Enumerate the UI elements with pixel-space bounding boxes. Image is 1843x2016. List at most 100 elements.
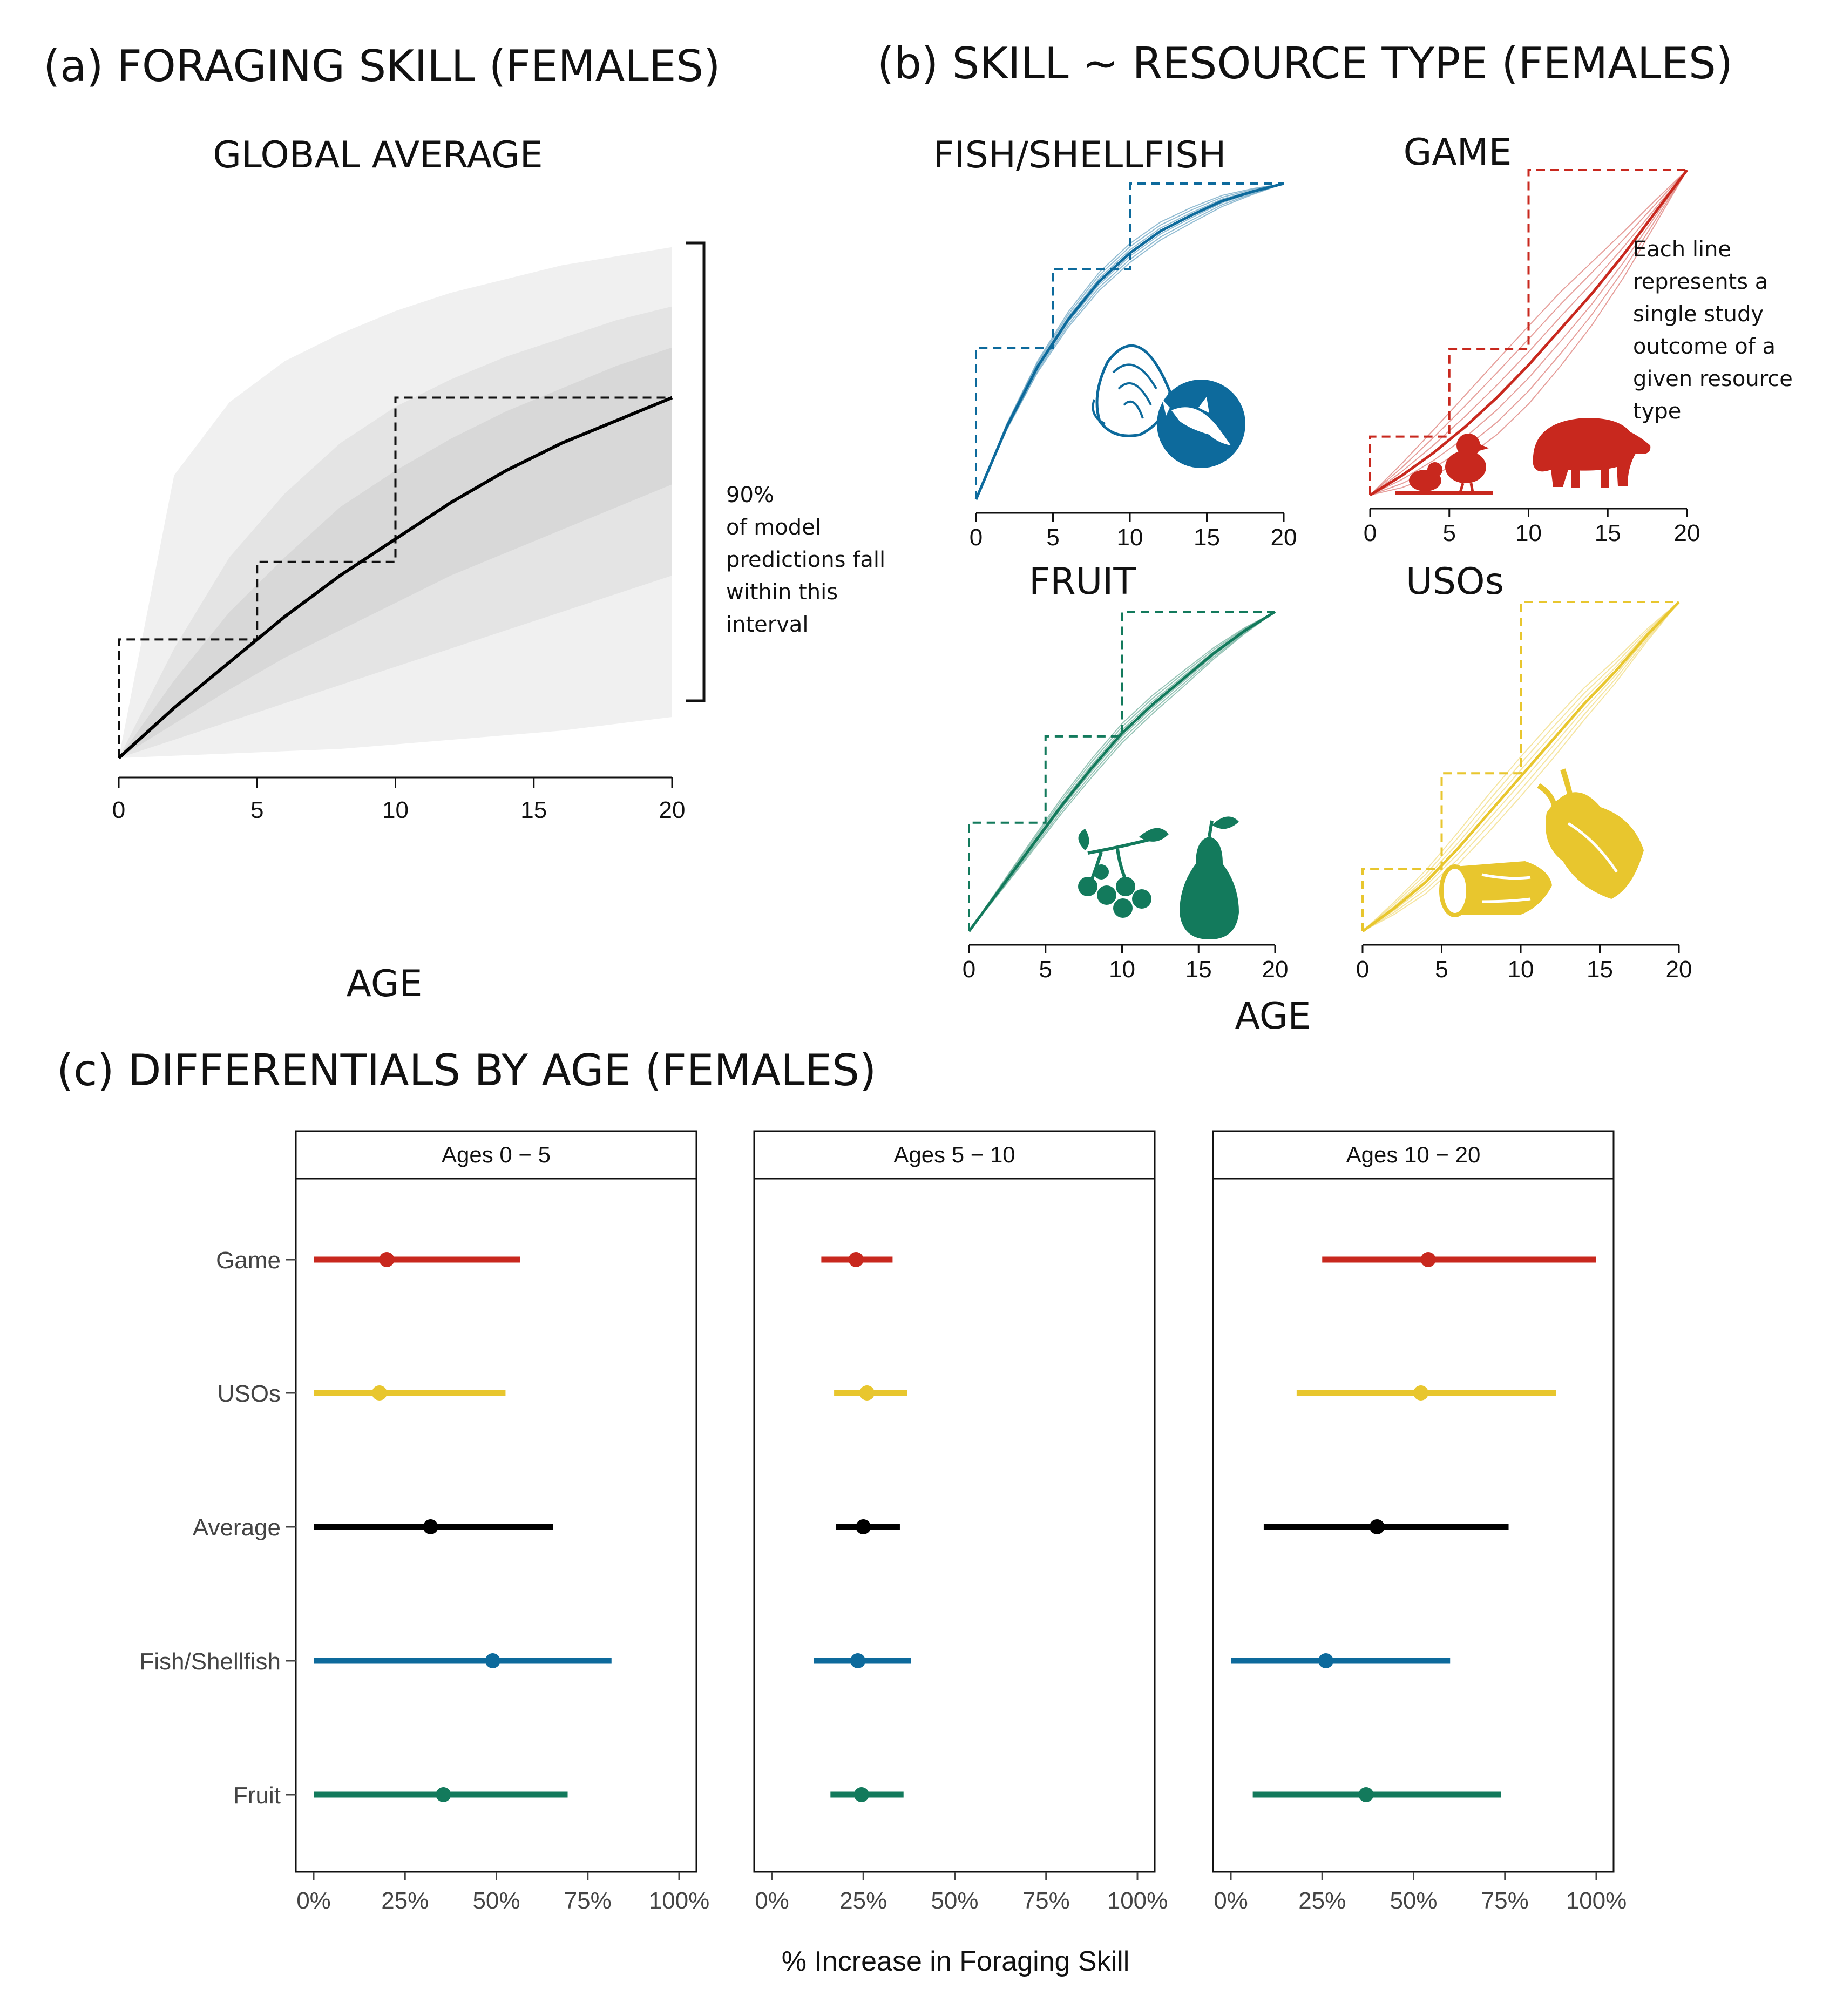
interval-note-line: interval	[726, 612, 809, 637]
panel-b-heading: (b) SKILL ~ RESOURCE TYPE (FEMALES)	[877, 38, 1733, 89]
x-tick-label: 0	[970, 524, 983, 551]
x-tick-label: 10	[382, 797, 409, 823]
subplot-b-fruit: 0 5 10 15 20	[963, 610, 1289, 983]
x-tick-label: 10	[1515, 520, 1542, 546]
category-label: Fruit	[233, 1782, 281, 1809]
berries-icon	[1078, 828, 1169, 918]
x-tick-label: 20	[1262, 956, 1289, 983]
x-tick-label: 0	[112, 797, 125, 823]
interval-note-line: within this	[726, 580, 838, 605]
x-tick-label: 5	[1039, 956, 1052, 983]
estimate-point-fishshellfish	[850, 1653, 866, 1668]
study-outcome-line	[968, 611, 1276, 932]
study-outcome-line	[1362, 601, 1679, 932]
x-tick-label: 25%	[381, 1888, 429, 1914]
panel-b-xlabel: AGE	[1235, 995, 1311, 1038]
x-tick-label: 15	[1194, 524, 1220, 551]
x-tick-label: 0	[1364, 520, 1377, 546]
estimate-point-fishshellfish	[485, 1653, 500, 1668]
x-tick-label: 100%	[649, 1888, 710, 1914]
x-tick-label: 0%	[755, 1888, 789, 1914]
facet-2: Ages 5 − 10 0% 25% 50% 75% 100%	[753, 1130, 1168, 1914]
x-tick-label: 75%	[1022, 1888, 1070, 1914]
estimate-point-average	[423, 1519, 438, 1534]
panel-a-xlabel: AGE	[347, 963, 423, 1005]
facet-panel-border	[753, 1178, 1156, 1873]
study-outcome-line	[1362, 601, 1679, 932]
x-tick-label: 5	[1435, 956, 1448, 983]
x-tick-label: 50%	[472, 1888, 520, 1914]
interval-note: 90% of model predictions fall within thi…	[726, 483, 892, 637]
x-tick-label: 25%	[1298, 1888, 1346, 1914]
study-lines-note-line: outcome of a	[1633, 334, 1776, 359]
panel-a-plot: 0 5 10 15 20	[112, 247, 686, 823]
x-tick-label: 0	[963, 956, 975, 983]
subplot-title-game: GAME	[1404, 131, 1512, 174]
step-increase-line	[1369, 169, 1687, 495]
category-label: Fish/Shellfish	[139, 1648, 281, 1675]
estimate-point-fruit	[1358, 1787, 1374, 1802]
study-outcome-line	[968, 611, 1276, 932]
study-outcome-line	[975, 183, 1284, 500]
mean-skill-curve	[1361, 601, 1680, 933]
pear-icon	[1180, 816, 1239, 939]
x-tick-label: 50%	[931, 1888, 978, 1914]
x-tick-label: 15	[520, 797, 547, 823]
x-tick-label: 50%	[1390, 1888, 1437, 1914]
subplot-title-fish: FISH/SHELLFISH	[933, 134, 1227, 177]
interval-bracket	[686, 241, 706, 702]
estimate-point-game	[848, 1252, 864, 1267]
step-increase-line	[118, 396, 672, 758]
x-tick-label: 0%	[296, 1888, 331, 1914]
panel-a-heading: (a) FORAGING SKILL (FEMALES)	[43, 41, 720, 91]
subplot-b-usos: 0 5 10 15 20	[1356, 601, 1692, 983]
facet-strip-label: Ages 0 − 5	[442, 1142, 551, 1167]
tuber-icon	[1439, 861, 1552, 917]
mean-skill-curve	[1369, 169, 1689, 497]
study-lines-note-line: represents a	[1633, 269, 1768, 294]
x-tick-label: 20	[659, 797, 686, 823]
estimate-point-average	[856, 1519, 871, 1534]
estimate-point-fruit	[436, 1787, 451, 1802]
panel-a-subtitle: GLOBAL AVERAGE	[213, 134, 543, 177]
study-lines-note-line: type	[1633, 399, 1681, 424]
category-label: USOs	[218, 1381, 281, 1407]
step-increase-line	[968, 611, 1275, 931]
panel-b: (b) SKILL ~ RESOURCE TYPE (FEMALES) FISH…	[877, 38, 1800, 1038]
average-skill-curve	[117, 396, 673, 760]
study-outcome-line	[1370, 170, 1688, 496]
study-lines-note: Each line represents a single study outc…	[1633, 237, 1800, 424]
facet-strip	[753, 1130, 1156, 1180]
step-increase-line	[975, 182, 1284, 499]
interval-note-line: of model	[726, 515, 821, 540]
study-outcome-line	[1370, 170, 1688, 496]
shell-icon	[1092, 344, 1171, 437]
study-lines-note-line: Each line	[1633, 237, 1731, 262]
x-tick-label: 20	[1271, 524, 1297, 551]
study-outcome-line	[1362, 601, 1679, 932]
study-outcome-line	[968, 611, 1276, 932]
x-tick-label: 0	[1356, 956, 1369, 983]
interval-note-line: predictions fall	[726, 547, 885, 572]
panel-b-plots: 0 5 10 15 20 0 5 10 15 20 0 5 10 15 20 0 5 10 15 20	[963, 169, 1700, 983]
root-icon	[1537, 768, 1644, 899]
category-label: Game	[216, 1247, 281, 1274]
x-tick-label: 0%	[1214, 1888, 1248, 1914]
x-tick-label: 15	[1185, 956, 1212, 983]
x-tick-label: 15	[1587, 956, 1613, 983]
panel-a: (a) FORAGING SKILL (FEMALES) GLOBAL AVER…	[43, 41, 892, 1005]
category-label: Average	[193, 1514, 281, 1541]
estimate-point-usos	[859, 1385, 875, 1401]
x-tick-label: 75%	[1481, 1888, 1529, 1914]
estimate-point-game	[1420, 1252, 1436, 1267]
estimate-point-usos	[1413, 1385, 1429, 1401]
x-tick-label: 15	[1595, 520, 1621, 546]
study-outcome-line	[975, 183, 1284, 500]
x-tick-label: 10	[1117, 524, 1143, 551]
x-tick-label: 5	[250, 797, 263, 823]
facet-3: Ages 10 − 20 0% 25% 50% 75% 100%	[1212, 1130, 1627, 1914]
x-tick-label: 25%	[839, 1888, 887, 1914]
estimate-point-fruit	[853, 1787, 869, 1802]
study-lines-note-line: given resource	[1633, 367, 1793, 391]
